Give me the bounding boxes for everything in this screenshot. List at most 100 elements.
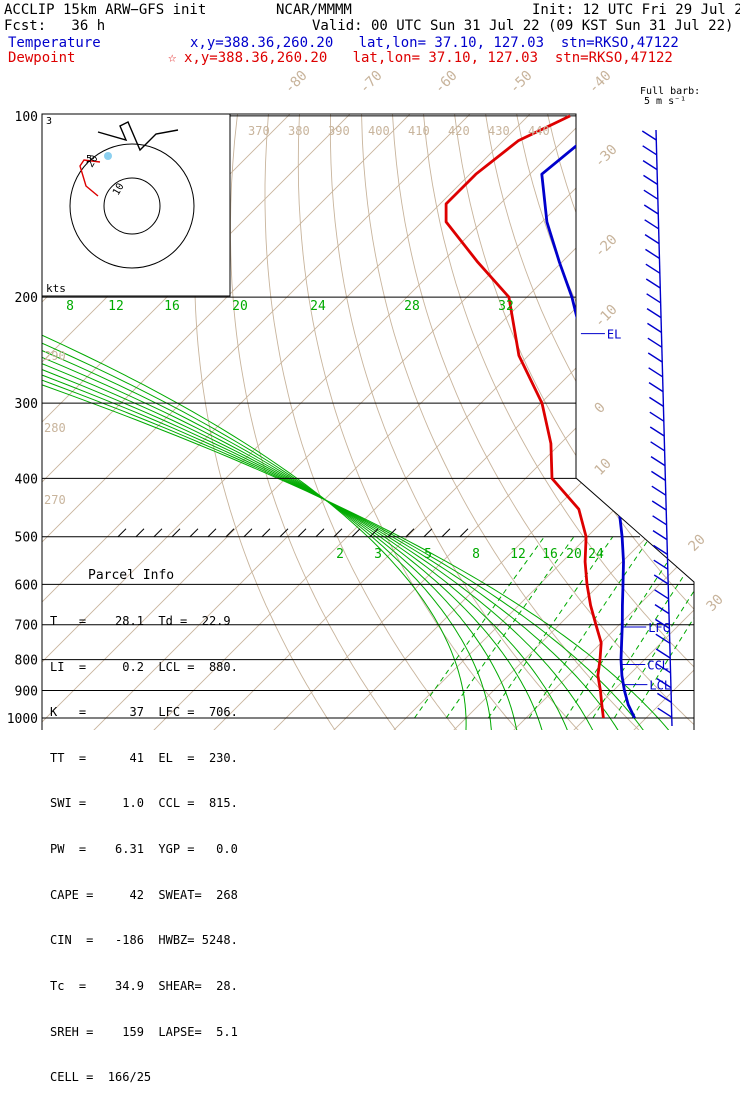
wind-barb: [642, 160, 658, 171]
moist-adiabat-line: [42, 296, 492, 730]
mixing-ratio-label: 12: [510, 547, 526, 562]
dry-adiabat-label: 280: [44, 421, 66, 435]
parcel-row: CAPE = 42 SWEAT= 268: [50, 887, 238, 902]
dry-adiabat-line: [451, 114, 694, 730]
parcel-row: LI = 0.2 LCL = 880.: [50, 659, 238, 674]
wind-barb: [656, 663, 671, 674]
mixing-ratio-line: [414, 536, 545, 719]
pressure-tick-label: 1000: [7, 712, 38, 727]
isotherm-label: 20: [686, 532, 709, 555]
hatch-mark: [405, 528, 415, 538]
isotherm-line: [392, 114, 694, 730]
isotherm-line: [212, 114, 694, 730]
moist-adiabat-line: [42, 296, 670, 730]
hatch-mark: [207, 528, 217, 538]
dewpoint-profile-line: [444, 114, 605, 719]
dry-adiabat-line: [662, 114, 694, 730]
hatch-mark: [261, 528, 271, 538]
level-label: LCL: [649, 679, 671, 693]
pressure-tick-label: 600: [15, 578, 38, 593]
isotherm-label: -40: [586, 68, 615, 97]
hatch-mark: [279, 528, 289, 538]
pressure-tick-label: 100: [15, 110, 38, 125]
dry-adiabat-line: [541, 114, 694, 730]
parcel-row: Tc = 34.9 SHEAR= 28.: [50, 978, 238, 993]
wind-barb: [651, 485, 667, 496]
wind-barb: [653, 544, 668, 555]
theta-label: 400: [368, 124, 390, 138]
isotherm-line: [452, 114, 694, 730]
mixing-ratio-label: 2: [336, 547, 344, 562]
isotherm-line: [332, 114, 694, 730]
dry-adiabat-line: [692, 114, 694, 730]
dry-adiabat-line: [391, 114, 694, 730]
wind-barb: [645, 248, 660, 259]
level-label: EL: [607, 328, 621, 342]
barb-scale-units: 5 m s⁻¹: [644, 96, 687, 107]
mixing-ratio-label: 24: [588, 547, 604, 562]
wind-barb: [644, 234, 660, 245]
theta-label: 430: [488, 124, 510, 138]
isotherm-line: [572, 114, 694, 730]
hatch-mark: [225, 528, 235, 538]
parcel-row: TT = 41 EL = 230.: [50, 750, 238, 765]
hatch-mark: [423, 528, 433, 538]
dry-adiabat-line: [511, 114, 694, 730]
dry-adiabat-line: [230, 114, 397, 730]
isotherm-label: -50: [507, 68, 536, 97]
dewpoint-star-icon: ☆: [168, 50, 177, 66]
isotherm-line: [692, 114, 694, 730]
dry-adiabat-label: 270: [44, 493, 66, 507]
wind-barb: [655, 618, 670, 629]
wind-barb: [647, 322, 662, 333]
hatch-mark: [243, 528, 253, 538]
wind-barb-staff: [655, 129, 673, 727]
hodograph-kts-label: kts: [46, 282, 66, 295]
dry-adiabat-line: [481, 114, 694, 730]
forecast-hour: Fcst: 36 h: [4, 18, 106, 34]
hatch-mark: [189, 528, 199, 538]
wind-barb: [651, 500, 667, 511]
moist-adiabat-label: 28: [404, 299, 420, 314]
isotherm-line: [42, 114, 676, 730]
model-title: ACCLIP 15km ARW−GFS init: [4, 2, 207, 18]
wind-barb: [649, 411, 665, 422]
isotherm-label: -20: [592, 232, 621, 261]
hatch-mark: [351, 528, 361, 538]
parcel-row: K = 37 LFC = 706.: [50, 705, 238, 720]
pressure-tick-label: 900: [15, 684, 38, 699]
moist-adiabat-label: 8: [66, 299, 74, 314]
mixing-ratio-label: 8: [472, 547, 480, 562]
moist-adiabat-label: 24: [310, 299, 326, 314]
hatch-mark: [459, 528, 469, 538]
wind-barb: [642, 145, 658, 156]
wind-barb: [656, 678, 672, 689]
parcel-row: T = 28.1 Td = 22.9: [50, 614, 231, 629]
mixing-ratio-label: 3: [374, 547, 382, 562]
hatch-mark: [171, 528, 181, 538]
wind-barb: [652, 530, 668, 541]
mixing-ratio-line: [528, 536, 651, 719]
wind-barb: [654, 589, 669, 600]
theta-label: 420: [448, 124, 470, 138]
wind-barb: [657, 707, 673, 718]
dry-adiabat-line: [194, 114, 336, 730]
wind-barb: [648, 382, 664, 393]
barb-scale-label: Full barb:: [640, 86, 701, 97]
wind-barb: [650, 441, 665, 452]
hodograph-marker-label: 5: [86, 154, 92, 165]
mixing-ratio-label: 16: [542, 547, 558, 562]
isotherm-label: -70: [357, 68, 386, 97]
wind-barb: [647, 337, 663, 348]
wind-barb: [655, 633, 671, 644]
hatch-mark: [333, 528, 343, 538]
hatch-mark: [153, 528, 163, 538]
wind-barb: [643, 204, 659, 215]
wind-barb: [643, 174, 658, 185]
moist-adiabat-label: 20: [232, 299, 248, 314]
moist-adiabat-label: 12: [108, 299, 124, 314]
mixing-ratio-line: [445, 536, 575, 719]
parcel-row: SWI = 1.0 CCL = 815.: [50, 796, 238, 811]
wind-barb: [651, 470, 666, 481]
theta-label: 440: [528, 124, 550, 138]
